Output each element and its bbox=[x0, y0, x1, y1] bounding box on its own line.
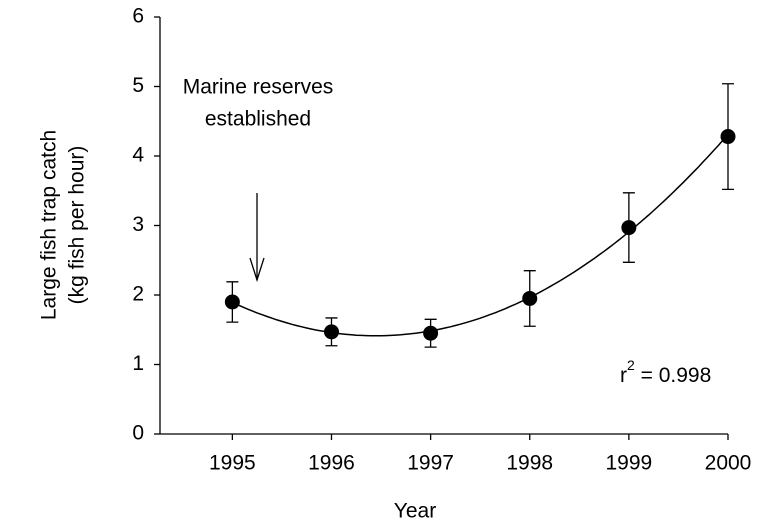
data-point bbox=[720, 129, 736, 145]
data-point bbox=[323, 324, 339, 340]
y-axis-title: (kg fish per hour) bbox=[66, 146, 89, 305]
x-axis-title: Year bbox=[394, 500, 436, 523]
y-tick-label: 6 bbox=[132, 5, 144, 28]
y-tick-label: 0 bbox=[132, 422, 144, 445]
x-tick-label: 1999 bbox=[606, 452, 653, 475]
y-tick-label: 2 bbox=[132, 283, 144, 306]
y-axis-title: Large fish trap catch bbox=[38, 130, 61, 320]
y-tick-label: 4 bbox=[132, 144, 144, 167]
data-point bbox=[224, 294, 240, 310]
r-value: = 0.998 bbox=[635, 364, 711, 387]
fit-curve bbox=[232, 134, 729, 337]
annotation: Marine reserves bbox=[183, 76, 334, 99]
x-tick-label: 1998 bbox=[506, 452, 553, 475]
data-point bbox=[522, 290, 538, 306]
r-superscript: 2 bbox=[627, 357, 635, 373]
y-tick-label: 1 bbox=[132, 352, 144, 375]
x-tick-label: 1995 bbox=[209, 452, 256, 475]
x-tick-label: 2000 bbox=[705, 452, 752, 475]
y-tick-label: 3 bbox=[132, 213, 144, 236]
arrow bbox=[249, 193, 265, 283]
data-point bbox=[621, 220, 637, 236]
x-tick-label: 1996 bbox=[308, 452, 355, 475]
x-tick-label: 1997 bbox=[407, 452, 454, 475]
r-symbol: r bbox=[620, 364, 627, 387]
data-point bbox=[423, 325, 439, 341]
r-squared: r2 = 0.998 bbox=[620, 357, 711, 387]
y-tick-label: 5 bbox=[132, 74, 144, 97]
annotation: established bbox=[205, 108, 311, 131]
